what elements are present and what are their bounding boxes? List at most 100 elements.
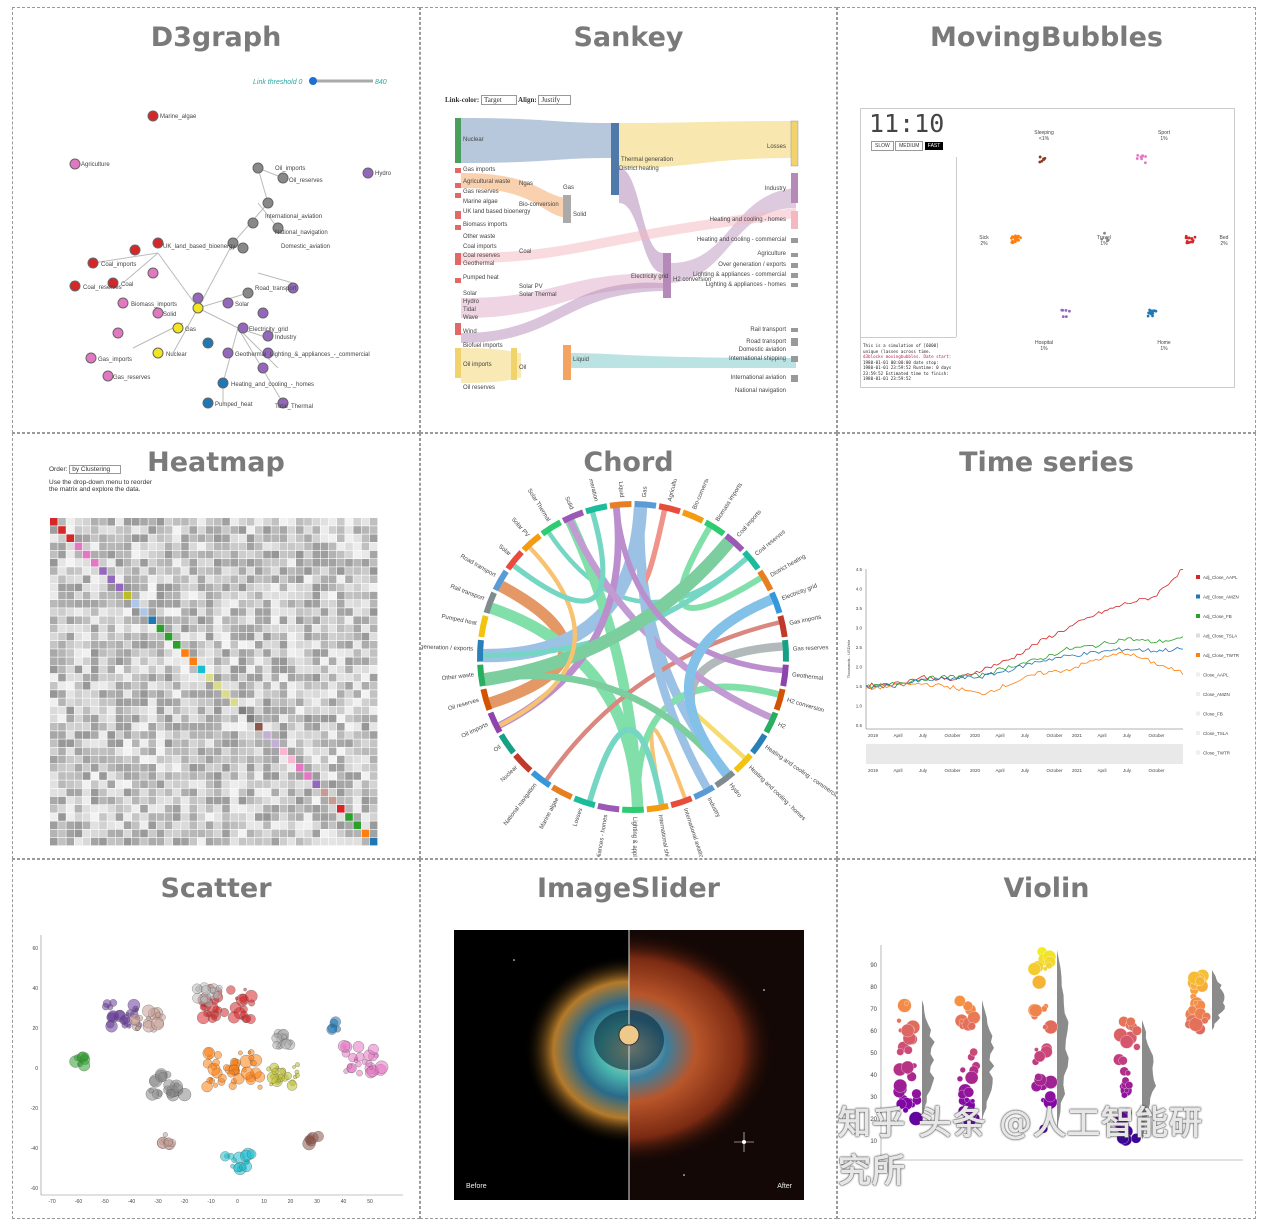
svg-text:Oil imports: Oil imports (463, 362, 492, 368)
heat-cell (320, 690, 329, 698)
ts-legend-label: Adj_Close_FB (1203, 614, 1232, 619)
heat-cell (91, 624, 99, 633)
heat-cell (173, 780, 181, 788)
heat-cell (328, 616, 337, 624)
scatter-point (356, 1069, 363, 1077)
heat-cell (312, 739, 320, 747)
heat-cell (99, 690, 107, 698)
scatter-point (246, 1149, 257, 1159)
heat-cell (304, 542, 312, 551)
heat-cell (140, 550, 148, 559)
heat-cell (156, 706, 165, 715)
heat-cell (181, 723, 189, 731)
heat-cell (222, 796, 230, 805)
heat-cell (279, 567, 288, 575)
heat-cell (353, 567, 361, 575)
heat-cell (66, 526, 74, 534)
heat-cell (337, 665, 345, 674)
heat-cell (189, 649, 197, 657)
slider-handle[interactable] (618, 1024, 640, 1046)
heat-cell (164, 714, 173, 723)
heat-cell (345, 567, 353, 575)
threshold-slider-handle[interactable] (309, 77, 317, 85)
timeseries-chart[interactable]: Thousands - USD/shr 4.54.03.53.02.52.01.… (838, 559, 1256, 799)
heat-cell (361, 608, 370, 616)
heat-cell (58, 518, 66, 526)
heat-cell (115, 772, 124, 780)
heat-cell (205, 657, 214, 665)
heat-cell (99, 837, 107, 846)
heat-cell (279, 591, 288, 600)
heat-cell (173, 690, 181, 698)
heat-cell (238, 657, 247, 665)
heat-cell (271, 682, 279, 690)
speed-slow-button[interactable]: SLOW (871, 141, 894, 151)
heat-cell (50, 632, 58, 641)
chord-diagram[interactable]: GasAgricultural wasteBio-conversionBioma… (421, 479, 837, 857)
heat-cell (238, 600, 247, 608)
order-select[interactable]: by Clustering (69, 465, 122, 474)
speed-medium-button[interactable]: MEDIUM (895, 141, 924, 151)
heat-cell (115, 641, 124, 649)
violin-point (896, 1048, 904, 1056)
heat-cell (58, 829, 66, 838)
heat-cell (99, 575, 107, 583)
heat-cell (361, 673, 370, 682)
heatmap-matrix[interactable] (38, 506, 398, 851)
speed-fast-button[interactable]: FAST (924, 142, 944, 150)
sc-xtick: -10 (207, 1199, 214, 1205)
chord-ribbon (587, 727, 665, 805)
heat-cell (312, 518, 320, 526)
heat-cell (255, 616, 263, 624)
heat-cell (148, 813, 156, 821)
heat-cell (148, 739, 156, 747)
heat-cell (279, 616, 288, 624)
heat-cell (263, 788, 271, 797)
heat-cell (107, 567, 115, 575)
chord-arc (573, 795, 596, 809)
heat-cell (189, 542, 197, 551)
violin-density (982, 1000, 995, 1120)
ts-xtick: April (894, 768, 903, 773)
heat-cell (312, 616, 320, 624)
heat-cell (173, 624, 181, 633)
heat-cell (287, 616, 296, 624)
ts-series-line (865, 647, 1184, 689)
d3graph-network[interactable]: Link threshold 0 840 (13, 58, 420, 428)
chord-arc (681, 509, 705, 524)
image-slider[interactable]: Before After (454, 930, 804, 1200)
heat-cell (132, 591, 140, 600)
movingbubbles-canvas[interactable]: 11:10 SLOW MEDIUM FAST This is a simulat… (860, 108, 1235, 388)
violin-point (1034, 1073, 1043, 1082)
heat-cell (238, 805, 247, 813)
heat-cell (148, 632, 156, 641)
heat-cell (304, 600, 312, 608)
heat-cell (230, 796, 238, 805)
heat-cell (197, 526, 206, 534)
heat-cell (246, 641, 255, 649)
align-select[interactable]: Justify (538, 95, 572, 105)
ts-brush[interactable] (866, 744, 1183, 764)
heat-cell (115, 600, 124, 608)
heat-cell (99, 764, 107, 772)
chord-label: Electricity grid (781, 583, 818, 602)
heat-cell (164, 764, 173, 772)
heat-cell (91, 608, 99, 616)
heat-cell (361, 739, 370, 747)
heat-cell (246, 550, 255, 559)
d3graph-title: D3graph (150, 22, 282, 53)
link-color-select[interactable]: Target (480, 95, 517, 105)
heat-cell (189, 780, 197, 788)
heat-cell (255, 632, 263, 641)
heat-cell (189, 821, 197, 829)
heat-cell (205, 624, 214, 633)
heat-cell (91, 805, 99, 813)
heat-cell (181, 518, 189, 526)
heat-cell (287, 821, 296, 829)
heat-cell (287, 796, 296, 805)
heat-cell (369, 813, 378, 821)
svg-text:Road_transport: Road_transport (255, 286, 297, 292)
